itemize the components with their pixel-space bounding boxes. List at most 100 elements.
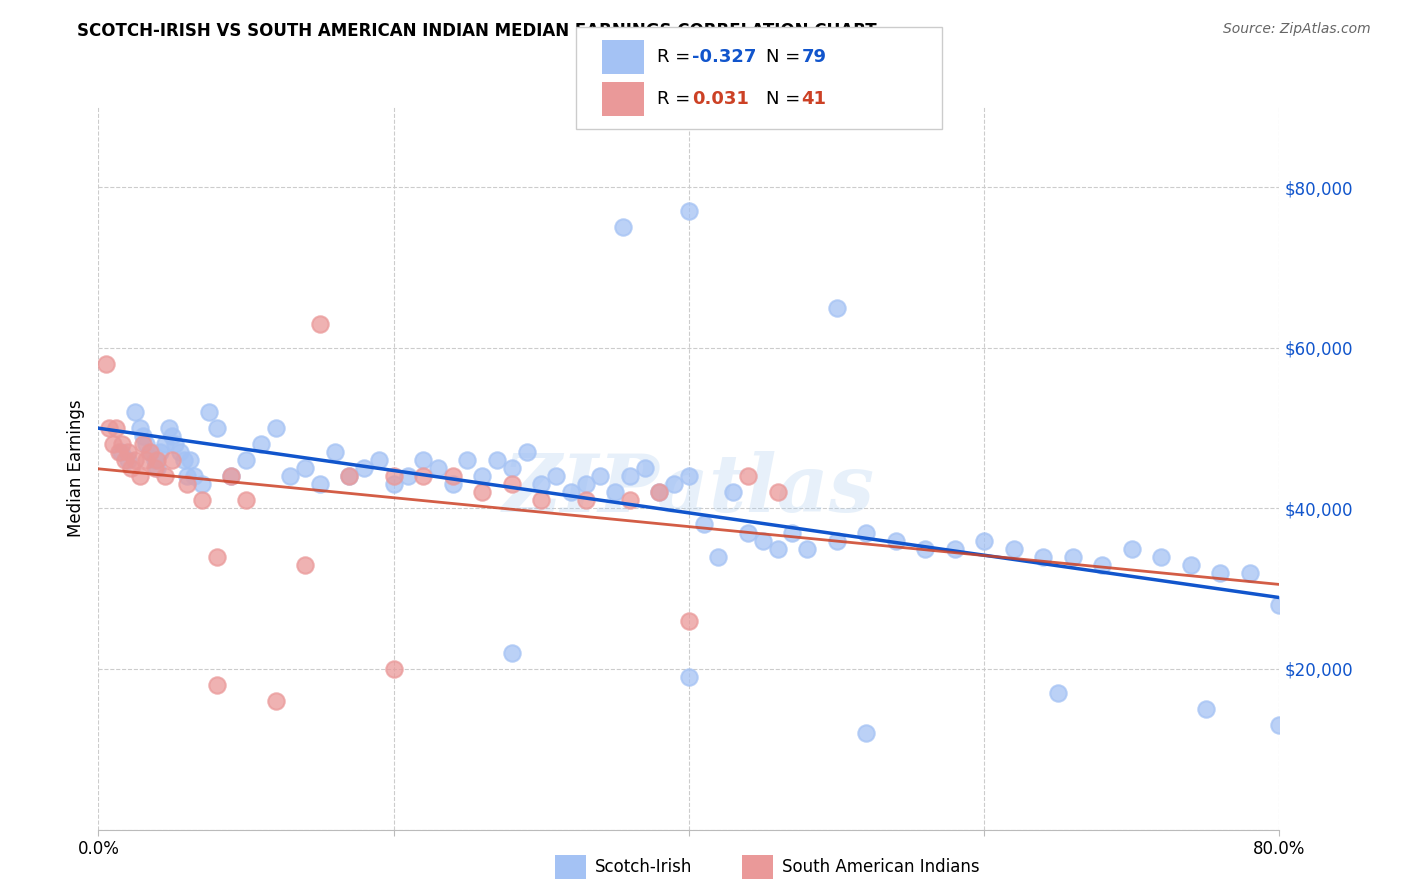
Point xyxy=(191,493,214,508)
Point xyxy=(382,477,405,491)
Text: South American Indians: South American Indians xyxy=(782,858,980,876)
Point xyxy=(398,469,420,483)
Point xyxy=(1091,558,1114,572)
Point xyxy=(146,453,169,467)
Point xyxy=(124,453,146,467)
Point xyxy=(441,477,464,491)
Point xyxy=(486,453,509,467)
Point xyxy=(855,525,877,540)
Point xyxy=(205,421,228,435)
Point xyxy=(501,477,523,491)
Point xyxy=(943,541,966,556)
Point xyxy=(120,461,142,475)
Point xyxy=(294,558,316,572)
Point xyxy=(132,437,155,451)
Point xyxy=(165,437,187,451)
Point xyxy=(205,678,228,692)
Point xyxy=(612,220,634,235)
Point xyxy=(108,445,131,459)
Point xyxy=(441,469,464,483)
Point xyxy=(546,469,568,483)
Point xyxy=(855,726,877,740)
Point xyxy=(1195,702,1218,716)
Point xyxy=(235,453,257,467)
Point xyxy=(149,445,172,459)
Point xyxy=(825,301,848,315)
Point xyxy=(678,614,700,628)
Point xyxy=(176,469,198,483)
Point xyxy=(124,405,146,419)
Point xyxy=(264,421,287,435)
Point xyxy=(250,437,273,451)
Point xyxy=(353,461,375,475)
Point xyxy=(309,477,332,491)
Point xyxy=(427,461,450,475)
Text: SCOTCH-IRISH VS SOUTH AMERICAN INDIAN MEDIAN EARNINGS CORRELATION CHART: SCOTCH-IRISH VS SOUTH AMERICAN INDIAN ME… xyxy=(77,22,877,40)
Text: R =: R = xyxy=(657,90,696,108)
Point xyxy=(914,541,936,556)
Point xyxy=(132,429,155,443)
Point xyxy=(105,421,128,435)
Point xyxy=(605,485,627,500)
Point xyxy=(94,357,117,371)
Point xyxy=(560,485,582,500)
Point xyxy=(619,493,641,508)
Point xyxy=(135,437,157,451)
Point xyxy=(173,453,195,467)
Point xyxy=(205,549,228,564)
Point xyxy=(678,469,700,483)
Point xyxy=(110,445,132,459)
Point xyxy=(97,421,120,435)
Point xyxy=(575,493,598,508)
Point xyxy=(179,453,201,467)
Point xyxy=(117,453,139,467)
Point xyxy=(128,421,150,435)
Point xyxy=(707,549,730,564)
Point xyxy=(183,469,205,483)
Point xyxy=(221,469,243,483)
Point xyxy=(530,493,553,508)
Point xyxy=(368,453,391,467)
Point xyxy=(619,469,641,483)
Point xyxy=(796,541,818,556)
Point xyxy=(176,477,198,491)
Point xyxy=(782,525,804,540)
Point xyxy=(103,437,125,451)
Point xyxy=(412,469,434,483)
Text: Source: ZipAtlas.com: Source: ZipAtlas.com xyxy=(1223,22,1371,37)
Point xyxy=(235,493,257,508)
Point xyxy=(339,469,361,483)
Point xyxy=(221,469,243,483)
Point xyxy=(589,469,612,483)
Point xyxy=(1268,598,1291,612)
Text: Scotch-Irish: Scotch-Irish xyxy=(595,858,692,876)
Point xyxy=(634,461,657,475)
Point xyxy=(382,662,405,676)
Point xyxy=(114,453,136,467)
Text: ZIPatlas: ZIPatlas xyxy=(503,451,875,529)
Point xyxy=(139,445,162,459)
Point xyxy=(1180,558,1202,572)
Point xyxy=(737,525,759,540)
Point xyxy=(501,461,523,475)
Point xyxy=(737,469,759,483)
Point xyxy=(143,461,166,475)
Text: N =: N = xyxy=(766,48,806,66)
Point xyxy=(648,485,671,500)
Point xyxy=(752,533,775,548)
Text: -0.327: -0.327 xyxy=(692,48,756,66)
Text: 0.031: 0.031 xyxy=(692,90,748,108)
Point xyxy=(157,421,180,435)
Point xyxy=(825,533,848,548)
Point xyxy=(294,461,316,475)
Point xyxy=(678,204,700,219)
Text: 41: 41 xyxy=(801,90,827,108)
Point xyxy=(678,670,700,684)
Point xyxy=(264,694,287,708)
Point xyxy=(516,445,538,459)
Point xyxy=(1121,541,1143,556)
Point xyxy=(723,485,745,500)
Point xyxy=(146,461,169,475)
Point xyxy=(198,405,221,419)
Point xyxy=(323,445,346,459)
